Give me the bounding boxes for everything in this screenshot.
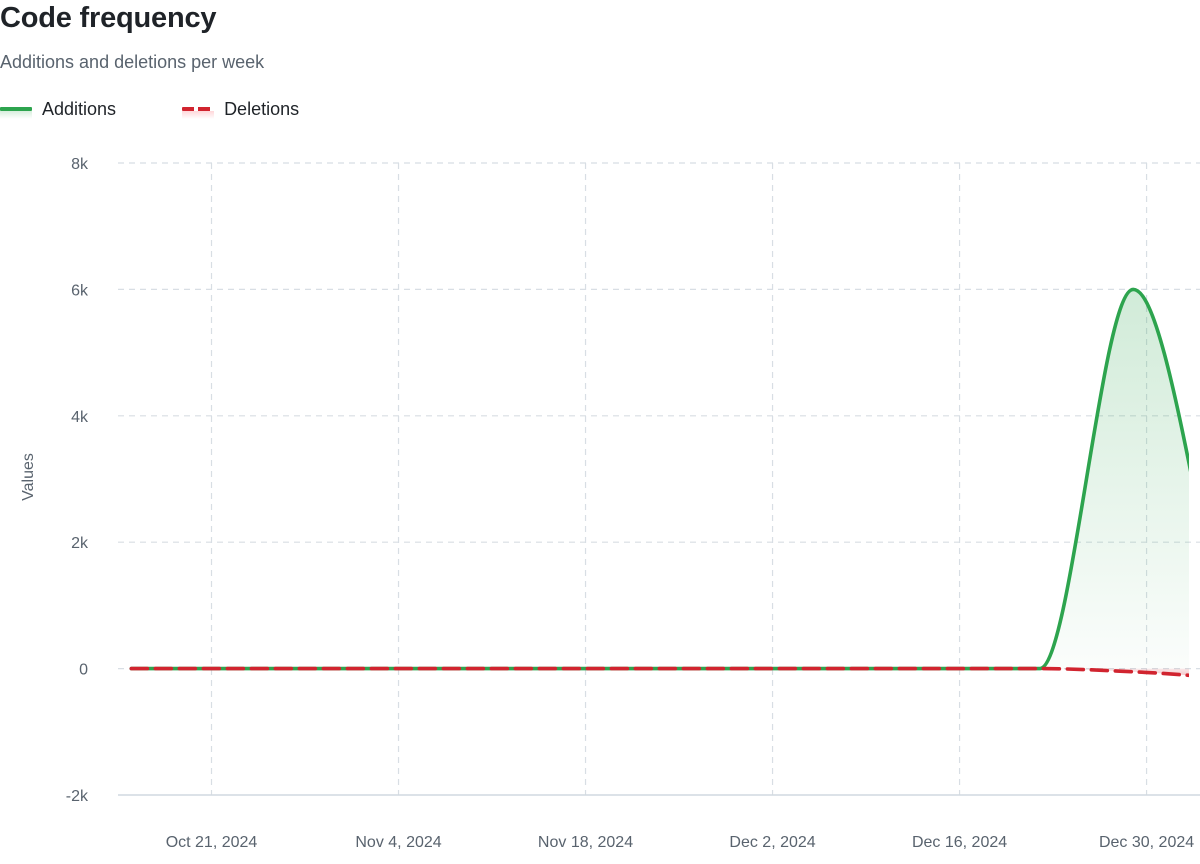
legend-item-additions[interactable]: Additions [0, 99, 116, 120]
y-tick-label: 6k [71, 282, 89, 299]
y-axis-title: Values [20, 453, 37, 501]
axis-layer: -2k 0 2k 4k 6k 8k Oct 21, 2024 Nov 4, 2024 Nov 1… [66, 156, 1200, 851]
legend-label-additions: Additions [42, 99, 117, 119]
additions-swatch-icon [0, 103, 32, 119]
legend-item-deletions[interactable]: Deletions [182, 99, 299, 120]
x-tick-label: Nov 4, 2024 [355, 834, 441, 851]
deletions-swatch-icon [182, 103, 215, 119]
grid-layer [118, 162, 1200, 795]
series-layer [129, 287, 1189, 678]
x-tick-label: Nov 18, 2024 [538, 834, 633, 851]
chart-legend: Additions Deletions [0, 99, 365, 120]
y-tick-label: 2k [71, 535, 89, 552]
y-tick-label: 8k [71, 156, 89, 173]
additions-series-line [129, 287, 1189, 671]
chart-title: Code frequency [0, 2, 217, 34]
y-tick-label: -2k [66, 788, 89, 805]
legend-label-deletions: Deletions [224, 99, 300, 119]
y-tick-label: 0 [79, 662, 88, 679]
x-tick-label: Oct 21, 2024 [166, 834, 258, 851]
additions-area [131, 289, 1189, 669]
deletions-series-line [129, 666, 1189, 678]
x-tick-label: Dec 30, 2024 [1099, 834, 1194, 851]
x-tick-label: Dec 2, 2024 [729, 834, 815, 851]
chart-subtitle: Additions and deletions per week [0, 52, 265, 72]
x-tick-label: Dec 16, 2024 [912, 834, 1007, 851]
y-tick-label: 4k [71, 409, 89, 426]
